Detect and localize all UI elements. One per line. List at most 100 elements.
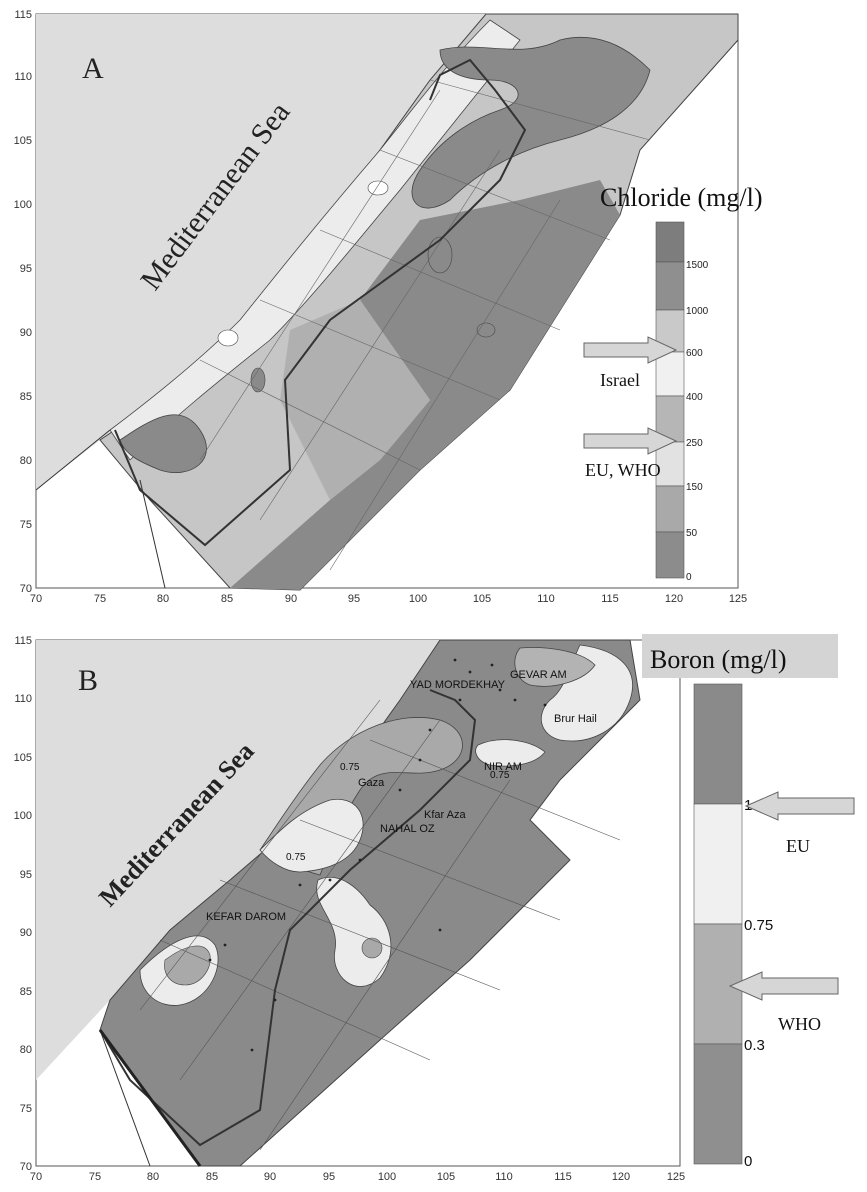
legend-tick-label: 0	[744, 1153, 752, 1170]
y-tick-label: 105	[14, 135, 32, 147]
legend-swatch	[693, 683, 743, 805]
panel-b-spot	[361, 937, 383, 959]
panel-a-sea	[36, 14, 486, 490]
x-tick-label: 105	[437, 1171, 455, 1183]
place-label: Brur Hail	[554, 713, 597, 725]
y-tick-label: 95	[20, 869, 32, 881]
panel-b-legend: Boron (mg/l) 1 0.75 0.3 0 EU WHO	[642, 634, 855, 1170]
legend-swatch	[655, 221, 685, 263]
legend-swatch	[655, 485, 685, 533]
panel-a-low-chloride-zone	[280, 300, 430, 500]
legend-swatch	[693, 1043, 743, 1165]
y-tick-label: 95	[20, 263, 32, 275]
panel-a-south-lobe	[119, 414, 207, 473]
eu-who-arrow-label: EU, WHO	[585, 460, 661, 480]
x-tick-label: 125	[729, 593, 747, 605]
panel-a-letter: A	[82, 52, 104, 85]
y-tick-label: 85	[20, 986, 32, 998]
panel-a-x-axis: 70 75 80 85 90 95 100 105 110 115 120 12…	[30, 593, 747, 605]
legend-tick-label: 250	[686, 438, 703, 449]
y-tick-label: 70	[20, 1161, 32, 1173]
panel-b-boundary-line	[99, 1029, 151, 1167]
contour-label: 0.75	[340, 762, 360, 773]
left-arrow-icon	[728, 971, 839, 1001]
legend-tick-label: 50	[686, 528, 698, 539]
legend-tick-label: 0.75	[744, 917, 773, 934]
panel-b-border-line	[99, 689, 477, 1147]
panel-a-spot	[427, 236, 453, 274]
chloride-legend-title: Chloride (mg/l)	[600, 183, 762, 212]
place-label: NAHAL OZ	[380, 823, 435, 835]
x-tick-label: 100	[378, 1171, 396, 1183]
x-tick-label: 110	[495, 1171, 513, 1183]
panel-a-spot	[217, 329, 239, 347]
x-tick-label: 110	[537, 593, 555, 605]
x-tick-label: 70	[30, 1171, 42, 1183]
x-tick-label: 85	[221, 593, 233, 605]
panel-b-x-axis: 70 75 80 85 90 95 100 105 110 115 120 12…	[30, 1171, 685, 1183]
panel-b-south-inner-lobe	[164, 945, 211, 986]
x-tick-label: 120	[612, 1171, 630, 1183]
panel-b-upper-lobe	[540, 644, 633, 742]
eu-arrow-label: EU	[786, 836, 810, 856]
x-tick-label: 115	[601, 593, 619, 605]
x-tick-label: 90	[264, 1171, 276, 1183]
legend-tick-label: 1500	[686, 260, 709, 271]
x-tick-label: 80	[147, 1171, 159, 1183]
panel-a-legend: Chloride (mg/l) 1500 1000 600 400 250 15…	[583, 183, 762, 583]
y-tick-label: 70	[20, 583, 32, 595]
x-tick-label: 125	[667, 1171, 685, 1183]
panel-a-high-chloride-zone	[230, 180, 620, 590]
contour-label: 0.75	[490, 770, 510, 781]
panel-a-border-line	[114, 58, 527, 547]
legend-tick-label: 150	[686, 482, 703, 493]
y-tick-label: 90	[20, 927, 32, 939]
panel-b-white-contour	[259, 798, 364, 873]
legend-swatch	[655, 351, 685, 397]
panel-b-nir-am-lobe	[475, 739, 546, 767]
panel-b-letter: B	[78, 664, 98, 697]
legend-tick-label: 1000	[686, 306, 709, 317]
legend-swatch	[655, 531, 685, 579]
place-label: Gaza	[358, 777, 385, 789]
panel-a-boundary-line	[139, 479, 166, 589]
panel-b-upper-lobe	[514, 647, 596, 687]
place-label: YAD MORDEKHAY	[410, 679, 506, 691]
place-label: KEFAR DAROM	[206, 911, 286, 923]
y-tick-label: 100	[14, 199, 32, 211]
legend-tick-label: 0.3	[744, 1037, 765, 1054]
place-label: Kfar Aza	[424, 809, 466, 821]
x-tick-label: 85	[206, 1171, 218, 1183]
panel-a-coastline-extension	[35, 429, 111, 491]
x-tick-label: 100	[409, 593, 427, 605]
panel-a-grid	[199, 79, 651, 571]
left-arrow-icon	[744, 791, 855, 821]
x-tick-label: 120	[665, 593, 683, 605]
who-arrow-label: WHO	[778, 1014, 821, 1034]
y-tick-label: 75	[20, 1103, 32, 1115]
x-tick-label: 90	[285, 593, 297, 605]
x-tick-label: 95	[323, 1171, 335, 1183]
panel-a-y-axis: 70 75 80 85 90 95 100 105 110 115	[14, 9, 32, 595]
panel-a-coastal-band	[109, 19, 521, 461]
x-tick-label: 80	[157, 593, 169, 605]
legend-tick-label: 600	[686, 348, 703, 359]
place-label: GEVAR AM	[510, 669, 567, 681]
x-tick-label: 105	[473, 593, 491, 605]
legend-swatch	[693, 803, 743, 925]
y-tick-label: 110	[14, 693, 32, 705]
y-tick-label: 80	[20, 455, 32, 467]
boron-legend-title-box	[642, 634, 838, 678]
israel-arrow-label: Israel	[600, 370, 640, 390]
y-tick-label: 75	[20, 519, 32, 531]
y-tick-label: 90	[20, 327, 32, 339]
panel-b: YAD MORDEKHAY GEVAR AM Brur Hail NIR AM …	[14, 634, 855, 1183]
y-tick-label: 105	[14, 752, 32, 764]
panel-b-sample-points	[208, 658, 547, 1052]
panel-a-spot	[476, 322, 496, 338]
x-tick-label: 75	[89, 1171, 101, 1183]
y-tick-label: 110	[14, 71, 32, 83]
x-tick-label: 115	[554, 1171, 572, 1183]
panel-a-spot	[367, 180, 389, 196]
